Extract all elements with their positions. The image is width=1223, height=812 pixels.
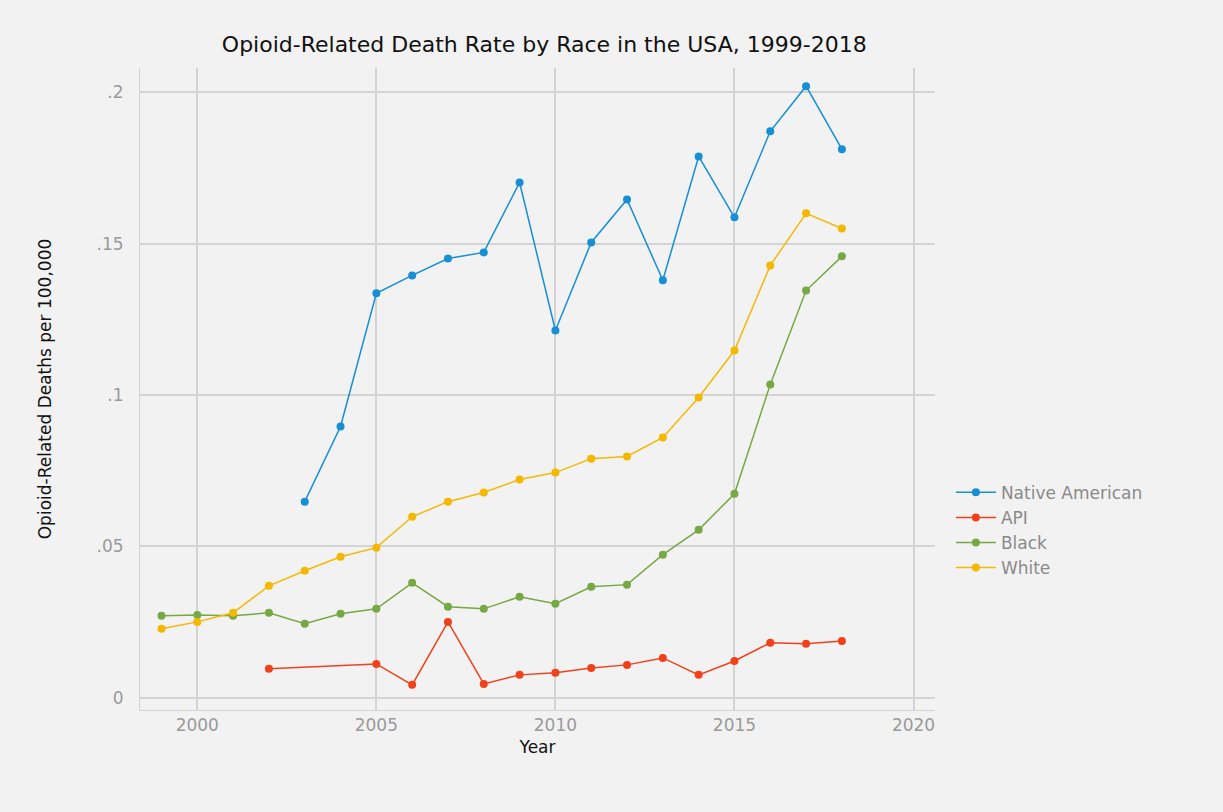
svg-text:2005: 2005 xyxy=(355,715,398,735)
svg-text:Opioid-Related Deaths per 100,: Opioid-Related Deaths per 100,000 xyxy=(35,239,55,540)
svg-text:Year: Year xyxy=(519,737,556,757)
svg-text:White: White xyxy=(1001,558,1050,578)
svg-text:0: 0 xyxy=(113,688,124,708)
svg-text:.1: .1 xyxy=(107,385,123,405)
svg-text:Native American: Native American xyxy=(1001,483,1142,503)
svg-text:2000: 2000 xyxy=(176,715,219,735)
svg-text:2015: 2015 xyxy=(713,715,756,735)
svg-text:Black: Black xyxy=(1001,533,1047,553)
svg-text:2010: 2010 xyxy=(534,715,577,735)
svg-text:API: API xyxy=(1001,508,1028,528)
svg-text:.05: .05 xyxy=(97,536,124,556)
svg-text:.2: .2 xyxy=(107,82,123,102)
svg-text:2020: 2020 xyxy=(892,715,935,735)
svg-text:.15: .15 xyxy=(97,234,124,254)
svg-text:Opioid-Related Death Rate by R: Opioid-Related Death Rate by Race in the… xyxy=(222,32,867,57)
